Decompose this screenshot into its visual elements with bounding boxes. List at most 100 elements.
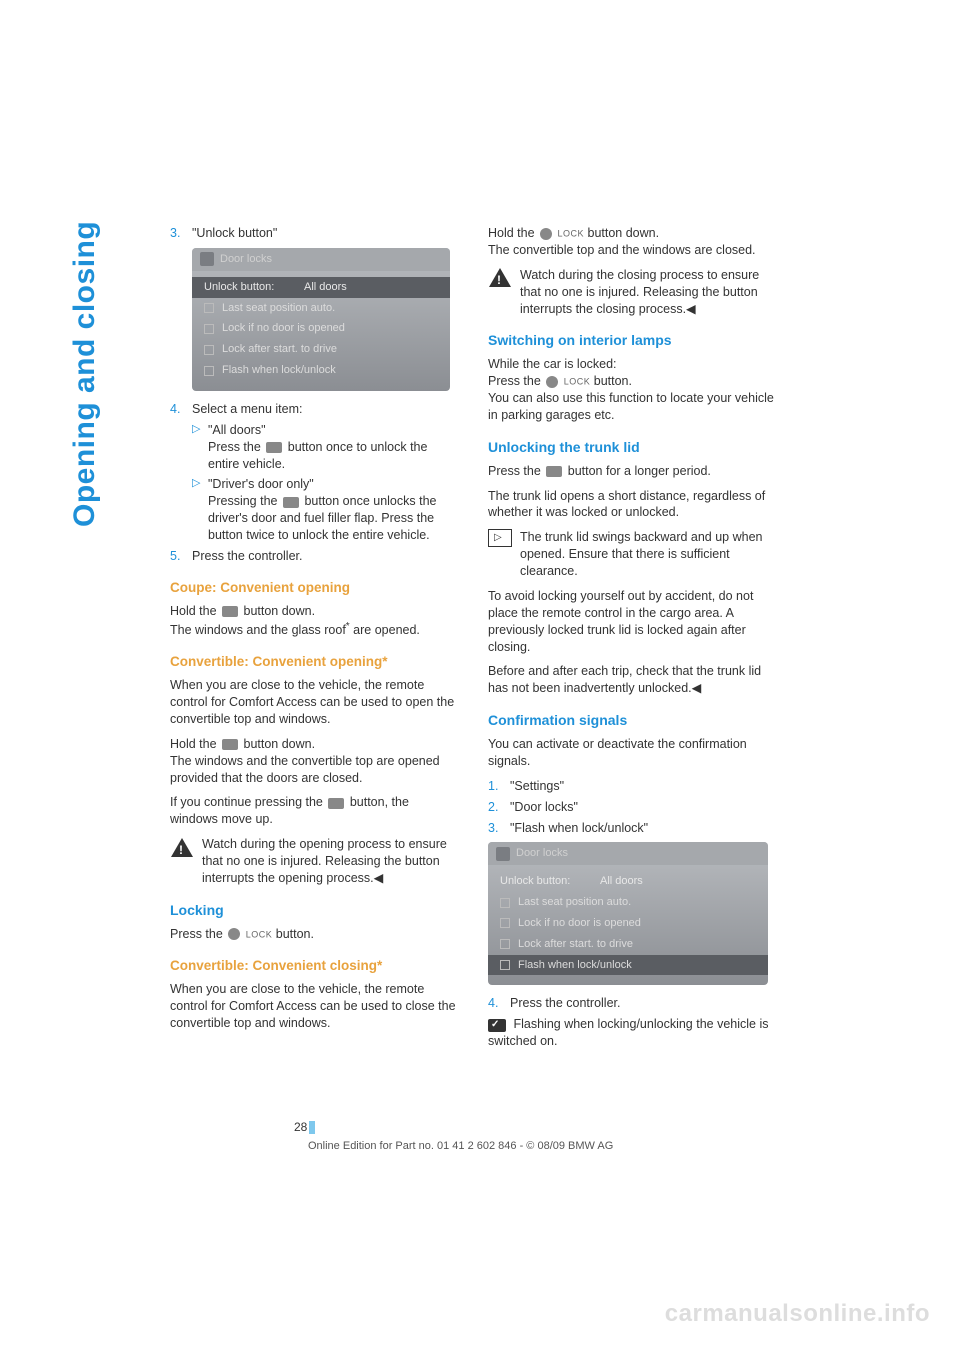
step-5: 5. Press the controller. xyxy=(170,548,458,565)
screenshot-row-highlighted: ➤ Flash when lock/unlock xyxy=(488,955,768,976)
paragraph: When you are close to the vehicle, the r… xyxy=(170,677,458,728)
confirm-step-2: 2. "Door locks" xyxy=(488,799,776,816)
step-4: 4. Select a menu item: xyxy=(170,401,458,418)
tab-icon xyxy=(200,252,214,266)
bullet-marker: ▷ xyxy=(192,422,208,473)
substep-body: "Driver's door only" Pressing the button… xyxy=(208,476,458,544)
option-label: Last seat position auto. xyxy=(518,895,756,910)
footnote-star: * xyxy=(346,621,350,632)
heading-convertible-opening: Convertible: Convenient opening* xyxy=(170,653,458,671)
unlock-icon xyxy=(222,739,238,750)
content-columns: 3. "Unlock button" Door locks Unlock but… xyxy=(170,225,900,1058)
bullet-marker: ▷ xyxy=(192,476,208,544)
text-part: button. xyxy=(272,927,314,941)
checkbox-icon xyxy=(500,939,510,949)
paragraph: Hold the button down. The windows and th… xyxy=(170,603,458,639)
unlock-icon xyxy=(283,497,299,508)
warning-box: Watch during the closing process to ensu… xyxy=(488,267,776,318)
field-value: All doors xyxy=(600,874,643,889)
step-number: 3. xyxy=(170,225,192,242)
checkbox-icon xyxy=(204,366,214,376)
lock-icon xyxy=(546,376,558,388)
screenshot-row: Lock after start. to drive xyxy=(192,339,450,360)
screenshot-tabs: Door locks xyxy=(192,248,450,271)
heading-coupe-opening: Coupe: Convenient opening xyxy=(170,579,458,597)
step-text: "Flash when lock/unlock" xyxy=(510,820,776,837)
paragraph: Press the LOCK button. xyxy=(170,926,458,943)
paragraph: If you continue pressing the button, the… xyxy=(170,794,458,828)
paragraph: Hold the button down. The windows and th… xyxy=(170,736,458,787)
result-text: Flashing when locking/unlocking the vehi… xyxy=(488,1017,768,1048)
screenshot-row: Flash when lock/unlock xyxy=(192,360,450,381)
paragraph: Flashing when locking/unlocking the vehi… xyxy=(488,1016,776,1050)
note-text: The trunk lid swings backward and up whe… xyxy=(520,529,776,580)
screenshot-content: Unlock button: All doors Last seat posit… xyxy=(192,271,450,391)
step-text: Press the controller. xyxy=(192,548,458,565)
step-3: 3. "Unlock button" xyxy=(170,225,458,242)
screenshot-row: Lock if no door is opened xyxy=(488,913,768,934)
heading-interior-lamps: Switching on interior lamps xyxy=(488,331,776,350)
option-label: Lock after start. to drive xyxy=(518,937,756,952)
option-label: Lock if no door is opened xyxy=(518,916,756,931)
paragraph-text: The convertible top and the windows are … xyxy=(488,243,756,257)
step-number: 5. xyxy=(170,548,192,565)
paragraph: While the car is locked: Press the LOCK … xyxy=(488,356,776,424)
warning-text: Watch during the closing process to ensu… xyxy=(520,267,776,318)
screenshot-row: Lock if no door is opened xyxy=(192,318,450,339)
page-number-value: 28 xyxy=(294,1120,307,1134)
substep-title: "Driver's door only" xyxy=(208,477,314,491)
unlock-icon xyxy=(328,798,344,809)
warning-box: Watch during the opening process to ensu… xyxy=(170,836,458,887)
unlock-icon xyxy=(266,442,282,453)
screenshot-row: Last seat position auto. xyxy=(192,298,450,319)
paragraph: Press the button for a longer period. xyxy=(488,463,776,480)
screenshot-row-highlighted: Unlock button: All doors xyxy=(192,277,450,298)
idrive-screenshot-flash: Door locks Unlock button: All doors Last… xyxy=(488,842,768,985)
option-label: Last seat position auto. xyxy=(222,301,438,316)
warning-text: Watch during the opening process to ensu… xyxy=(202,836,458,887)
screenshot-row: Last seat position auto. xyxy=(488,892,768,913)
page-number: 28 xyxy=(294,1120,315,1134)
left-column: 3. "Unlock button" Door locks Unlock but… xyxy=(170,225,458,1058)
paragraph: To avoid locking yourself out by acciden… xyxy=(488,588,776,656)
text-part: Hold the xyxy=(488,226,538,240)
text-part: button. xyxy=(590,374,632,388)
lock-icon xyxy=(228,928,240,940)
paragraph: When you are close to the vehicle, the r… xyxy=(170,981,458,1032)
step-text: "Unlock button" xyxy=(192,225,458,242)
paragraph-text: While the car is locked: xyxy=(488,357,617,371)
substep-body: "All doors" Press the button once to unl… xyxy=(208,422,458,473)
checkbox-icon xyxy=(500,898,510,908)
heading-confirmation: Confirmation signals xyxy=(488,711,776,730)
watermark: carmanualsonline.info xyxy=(665,1300,930,1328)
idrive-screenshot-unlock: Door locks Unlock button: All doors Last… xyxy=(192,248,450,391)
heading-convertible-closing: Convertible: Convenient closing* xyxy=(170,957,458,975)
substep-all-doors: ▷ "All doors" Press the button once to u… xyxy=(170,422,458,473)
section-title-vertical: Opening and closing xyxy=(68,221,102,527)
tab-label: Door locks xyxy=(220,252,272,267)
step-number: 4. xyxy=(170,401,192,418)
paragraph-text: You can also use this function to locate… xyxy=(488,391,774,422)
step-number: 2. xyxy=(488,799,510,816)
paragraph: The trunk lid opens a short distance, re… xyxy=(488,488,776,522)
tab-icon xyxy=(496,847,510,861)
checkmark-icon xyxy=(488,1019,506,1032)
confirm-step-1: 1. "Settings" xyxy=(488,778,776,795)
paragraph: Hold the LOCK button down. The convertib… xyxy=(488,225,776,259)
lock-label: LOCK xyxy=(246,929,273,939)
heading-locking: Locking xyxy=(170,901,458,920)
paragraph: You can activate or deactivate the confi… xyxy=(488,736,776,770)
field-label: Unlock button: xyxy=(500,874,600,889)
screenshot-content: Unlock button: All doors Last seat posit… xyxy=(488,865,768,985)
screenshot-tabs: Door locks xyxy=(488,842,768,865)
tab-label: Door locks xyxy=(516,846,568,861)
screenshot-row: Unlock button: All doors xyxy=(488,871,768,892)
checkbox-icon xyxy=(204,303,214,313)
warning-icon xyxy=(488,267,512,289)
paragraph-text: The windows and the convertible top are … xyxy=(170,754,440,785)
option-label: Flash when lock/unlock xyxy=(518,958,756,973)
paragraph: Before and after each trip, check that t… xyxy=(488,663,776,697)
note-icon xyxy=(488,529,512,547)
option-label: Lock after start. to drive xyxy=(222,342,438,357)
step-text: "Door locks" xyxy=(510,799,776,816)
